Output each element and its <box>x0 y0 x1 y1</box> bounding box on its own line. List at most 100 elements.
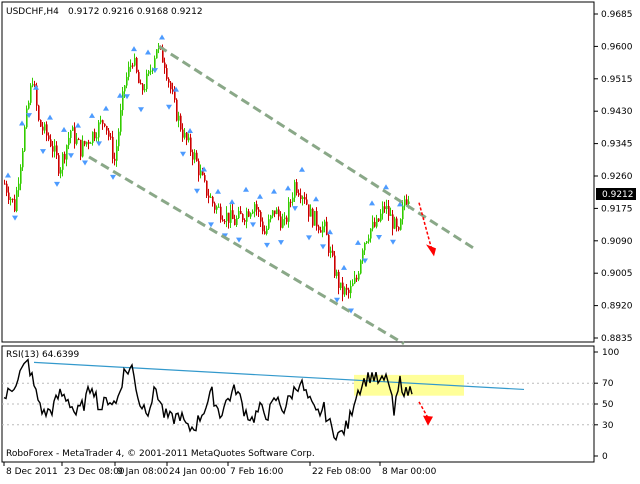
candle-body <box>262 221 264 232</box>
candle-body <box>72 127 74 131</box>
candle-body <box>8 192 10 201</box>
candle-body <box>150 70 152 72</box>
candle-body <box>24 127 26 151</box>
candle-body <box>124 85 126 92</box>
candle-body <box>256 204 258 210</box>
rsi-forecast-arrow-head <box>423 415 433 426</box>
candle-body <box>188 137 190 141</box>
fractal-up-marker <box>75 122 81 128</box>
candle-body <box>292 197 294 202</box>
fractal-up-marker <box>243 186 249 192</box>
candle-body <box>344 287 346 295</box>
candle-body <box>86 141 88 145</box>
time-tick-label: 9 Jan 08:00 <box>117 467 169 477</box>
candle-body <box>400 219 402 230</box>
candle-body <box>368 238 370 242</box>
candle-body <box>40 120 42 127</box>
fractal-down-marker <box>264 242 270 248</box>
candle-body <box>270 215 272 220</box>
candle-body <box>296 182 298 193</box>
fractal-up-marker <box>47 114 53 120</box>
candle-body <box>200 170 202 176</box>
candle-body <box>88 141 90 144</box>
fractal-up-marker <box>383 184 389 190</box>
candle-body <box>288 201 290 222</box>
candle-body <box>250 213 252 217</box>
candle-body <box>346 287 348 290</box>
candle-body <box>6 183 8 193</box>
candle-body <box>186 132 188 141</box>
candle-body <box>316 211 318 227</box>
candle-body <box>352 283 354 287</box>
candle-body <box>264 231 266 234</box>
rsi-tick-label: 30 <box>602 421 614 431</box>
rsi-highlight-zone <box>354 374 464 396</box>
candle-body <box>80 139 82 157</box>
candle-body <box>18 183 20 191</box>
candle-body <box>46 124 48 136</box>
candle-body <box>128 66 130 77</box>
rsi-tick-label: 50 <box>602 400 614 410</box>
fractal-down-marker <box>250 222 256 228</box>
candle-body <box>92 131 94 143</box>
candle-body <box>198 161 200 176</box>
candle-body <box>168 78 170 83</box>
candle-body <box>108 130 110 137</box>
fractal-down-marker <box>124 94 130 100</box>
price-tick-label: 0.9430 <box>601 107 633 117</box>
candle-body <box>244 220 246 222</box>
candle-body <box>56 145 58 156</box>
candle-body <box>94 131 96 139</box>
fractal-up-marker <box>313 196 319 202</box>
candle-body <box>242 214 244 221</box>
candle-body <box>12 198 14 200</box>
candle-body <box>284 217 286 220</box>
fractal-down-marker <box>26 113 32 119</box>
fractal-up-marker <box>257 193 263 199</box>
candle-body <box>202 170 204 176</box>
time-axis: 8 Dec 2011 23 Dec 08:009 Jan 08:00 24 Jan … <box>3 462 437 477</box>
candle-body <box>220 206 222 220</box>
forecast-arrow-line <box>418 202 433 251</box>
rsi-axis: 100 70 50 30 0 <box>2 348 619 462</box>
ohlc-readout: 0.9172 0.9216 0.9168 0.9212 <box>68 7 203 17</box>
fractal-down-marker <box>68 153 74 159</box>
candle-body <box>190 137 192 153</box>
candle-body <box>278 209 280 217</box>
candle-body <box>252 211 254 214</box>
candle-body <box>180 115 182 130</box>
fractal-down-marker <box>96 141 102 147</box>
price-tick-label: 0.9600 <box>601 42 633 52</box>
candle-body <box>42 126 44 131</box>
candle-body <box>196 152 198 162</box>
candle-body <box>392 214 394 229</box>
candle-body <box>302 197 304 199</box>
rsi-tick-label: 100 <box>602 348 619 358</box>
price-tick-label: 0.8835 <box>601 334 633 344</box>
candle-body <box>156 49 158 59</box>
candle-body <box>372 221 374 229</box>
candle-body <box>52 146 54 152</box>
candle-body <box>272 210 274 216</box>
candle-body <box>192 152 194 160</box>
symbol-timeframe: USDCHF,H4 <box>6 7 59 17</box>
price-tick-label: 0.9260 <box>601 172 633 182</box>
candle-body <box>298 192 300 196</box>
candle-body <box>96 137 98 139</box>
candle-body <box>234 219 236 226</box>
candle-body <box>30 85 32 103</box>
candle-body <box>290 201 292 203</box>
candle-body <box>44 124 46 131</box>
candle-body <box>388 205 390 216</box>
candle-body <box>308 204 310 217</box>
fractal-up-marker <box>299 166 305 172</box>
candle-body <box>286 217 288 222</box>
candle-body <box>22 150 24 168</box>
candle-body <box>260 211 262 222</box>
candle-body <box>172 89 174 92</box>
fractal-up-marker <box>159 34 165 40</box>
candle-body <box>194 152 196 160</box>
candle-body <box>16 190 18 212</box>
candle-body <box>174 91 176 100</box>
